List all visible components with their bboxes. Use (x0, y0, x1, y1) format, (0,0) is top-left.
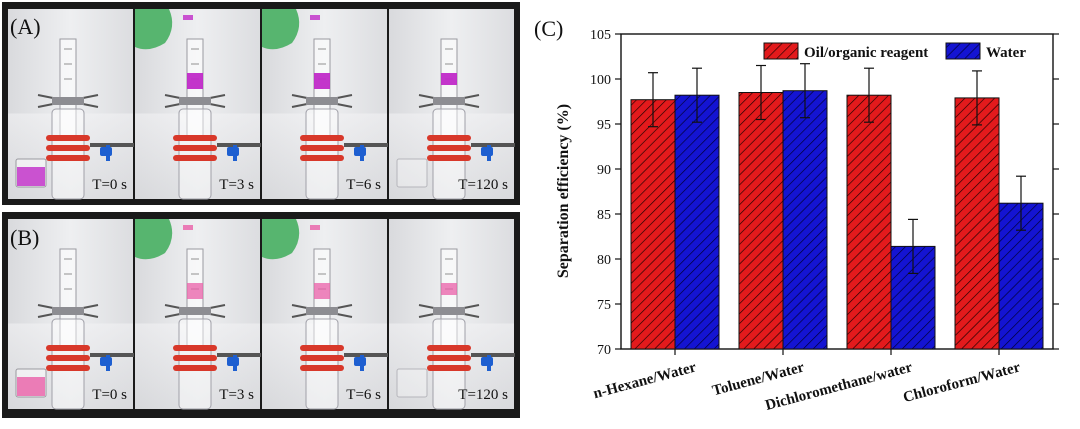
legend-label-water: Water (986, 45, 1026, 61)
panel-a-label: (A) (10, 14, 41, 39)
panel-b-label: (B) (10, 225, 39, 250)
y-tick-label: 75 (597, 298, 611, 313)
dye-layer (187, 283, 203, 299)
time-label: T=0 s (92, 387, 127, 403)
photo-figure: T=0 s T=3 s T=6 s T=120 s T=0 s T=3 s T=6 s T=1… (2, 2, 520, 418)
y-tick-label: 90 (597, 163, 611, 178)
photo-panel-b-2: T=3 s (135, 219, 262, 410)
beaker-liquid (17, 377, 45, 396)
time-label: T=6 s (346, 387, 381, 403)
photo-panel-a-2: T=3 s (135, 9, 262, 200)
beaker (396, 368, 428, 398)
bar-chart: (C) Separation efficiency (%) 70 75 80 85 90… (534, 16, 1059, 414)
y-tick-label: 85 (597, 208, 611, 223)
beaker (396, 158, 428, 188)
y-tick-label: 70 (597, 343, 611, 358)
x-tick-label: Chloroform/Water (901, 359, 1022, 406)
dye-layer (441, 283, 457, 295)
y-tick-label: 95 (597, 118, 611, 133)
y-tick-label: 105 (590, 28, 611, 43)
x-tick-label: n-Hexane/Water (592, 359, 699, 402)
y-tick-label: 80 (597, 253, 611, 268)
legend-swatch-water (945, 42, 981, 60)
bar-oil-3 (846, 94, 892, 350)
pipette-tip (183, 15, 193, 20)
panel-c-label: (C) (534, 16, 563, 41)
dye-layer (441, 73, 457, 85)
glove (262, 219, 300, 260)
photo-panel-a-3: T=6 s (262, 9, 389, 200)
legend-label-oil: Oil/organic reagent (804, 45, 928, 61)
photo-panel-a-1: T=0 s (8, 9, 135, 200)
photo-panel-b-4: T=120 s (389, 219, 516, 410)
photo-panel-a-4: T=120 s (389, 9, 516, 200)
pipette-tip (310, 225, 320, 230)
beaker-liquid (17, 167, 45, 186)
bar-oil-1 (630, 99, 676, 350)
glove (135, 219, 173, 260)
photo-panel-b-1: T=0 s (8, 219, 135, 410)
bar-water-1 (674, 94, 720, 350)
bar-oil-4 (954, 97, 1000, 350)
dye-layer (314, 283, 330, 299)
legend: Oil/organic reagent Water (763, 42, 1026, 61)
time-label: T=120 s (458, 387, 508, 403)
time-label: T=3 s (219, 387, 254, 403)
bar-water-2 (782, 90, 828, 350)
y-axis-label: Separation efficiency (%) (555, 104, 572, 278)
glove (135, 9, 173, 50)
bar-water-4 (998, 202, 1044, 350)
pipette-tip (183, 225, 193, 230)
time-label: T=6 s (346, 177, 381, 193)
glove (262, 9, 300, 50)
time-label: T=0 s (92, 177, 127, 193)
photo-panel-b-3: T=6 s (262, 219, 389, 410)
bar-oil-2 (738, 92, 784, 350)
plot-frame (620, 33, 1054, 350)
y-tick-label: 100 (590, 73, 611, 88)
time-label: T=120 s (458, 177, 508, 193)
dye-layer (187, 73, 203, 89)
legend-swatch-oil (763, 42, 799, 60)
time-label: T=3 s (219, 177, 254, 193)
pipette-tip (310, 15, 320, 20)
dye-layer (314, 73, 330, 89)
